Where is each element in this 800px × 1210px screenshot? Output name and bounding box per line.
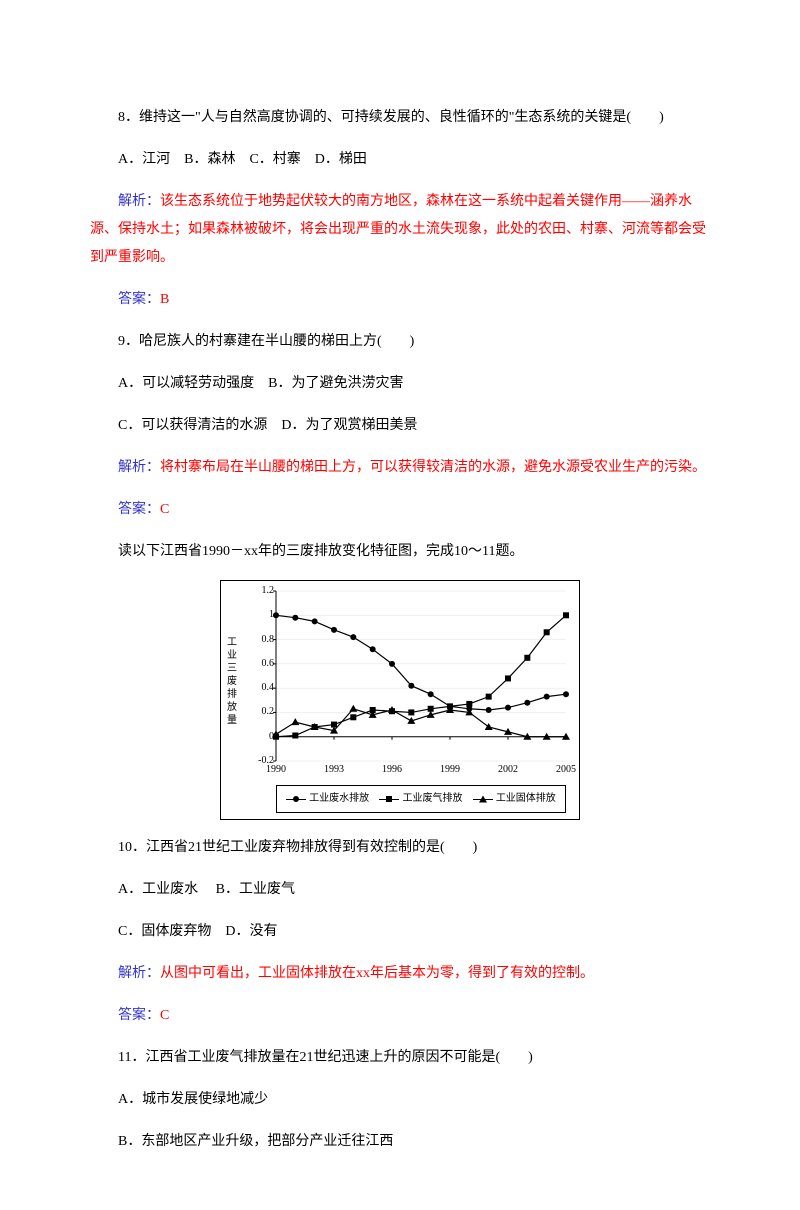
q10-analysis: 解析：从图中可看出，工业固体排放在xx年后基本为零，得到了有效的控制。 (90, 960, 710, 988)
q9-answer: 答案：C (90, 496, 710, 524)
q10-opt-cd: C．固体废弃物 D．没有 (90, 918, 710, 946)
x-tick-label: 1990 (266, 765, 286, 775)
q11-text: 11．江西省工业废气排放量在21世纪迅速上升的原因不可能是( ) (90, 1044, 710, 1072)
legend-item: 工业固体排放 (473, 789, 556, 809)
x-tick-label: 2005 (556, 765, 576, 775)
chart-container: 工业三废排放量 工业废水排放工业废气排放工业固体排放 -0.200.20.40.… (220, 580, 710, 820)
legend: 工业废水排放 工业废气排放 工业固体排放 (276, 785, 566, 813)
answer-label: 答案： (118, 502, 160, 517)
y-tick-label: 1 (249, 610, 274, 620)
q9-opt-ab: A．可以减轻劳动强度 B．为了避免洪涝灾害 (90, 370, 710, 398)
q10-answer-value: C (160, 1008, 169, 1023)
legend-label: 工业废气排放 (402, 789, 462, 809)
analysis-label: 解析： (118, 460, 160, 475)
q11-opt-a: A．城市发展使绿地减少 (90, 1086, 710, 1114)
q8-answer: 答案：B (90, 286, 710, 314)
intro-10-11: 读以下江西省1990－xx年的三废排放变化特征图，完成10～11题。 (90, 538, 710, 566)
x-tick-label: 1996 (382, 765, 402, 775)
document-page: 8．维持这一"人与自然高度协调的、可持续发展的、良性循环的"生态系统的关键是( … (0, 0, 800, 1210)
q10-opt-ab: A．工业废水 B．工业废气 (90, 876, 710, 904)
legend-label: 工业废水排放 (309, 789, 369, 809)
x-tick-label: 1999 (440, 765, 460, 775)
y-tick-label: 0.8 (249, 635, 274, 645)
q8-analysis: 解析：该生态系统位于地势起伏较大的南方地区，森林在这一系统中起着关键作用——涵养… (90, 188, 710, 272)
analysis-label: 解析： (118, 966, 160, 981)
y-axis-title: 工业三废排放量 (227, 636, 241, 727)
q9-analysis-text: 将村寨布局在半山腰的梯田上方，可以获得较清洁的水源，避免水源受农业生产的污染。 (160, 460, 706, 475)
emissions-chart: 工业三废排放量 工业废水排放工业废气排放工业固体排放 -0.200.20.40.… (220, 580, 580, 820)
q11-opt-b: B．东部地区产业升级，把部分产业迁往江西 (90, 1128, 710, 1156)
answer-label: 答案： (118, 1008, 160, 1023)
q9-opt-cd: C．可以获得清洁的水源 D．为了观赏梯田美景 (90, 412, 710, 440)
x-tick-label: 2002 (498, 765, 518, 775)
x-tick-label: 1993 (324, 765, 344, 775)
plot-svg (276, 591, 566, 761)
y-tick-label: 0.2 (249, 707, 274, 717)
y-tick-label: 1.2 (249, 586, 274, 596)
q8-answer-value: B (160, 292, 169, 307)
y-tick-label: 0.4 (249, 683, 274, 693)
q9-text: 9．哈尼族人的村寨建在半山腰的梯田上方( ) (90, 328, 710, 356)
analysis-label: 解析： (118, 194, 160, 209)
plot-area (276, 591, 566, 761)
answer-label: 答案： (118, 292, 160, 307)
y-tick-label: 0 (249, 732, 274, 742)
q10-analysis-text: 从图中可看出，工业固体排放在xx年后基本为零，得到了有效的控制。 (160, 966, 594, 981)
q9-analysis: 解析：将村寨布局在半山腰的梯田上方，可以获得较清洁的水源，避免水源受农业生产的污… (90, 454, 710, 482)
legend-label: 工业固体排放 (496, 789, 556, 809)
q10-text: 10．江西省21世纪工业废弃物排放得到有效控制的是( ) (90, 834, 710, 862)
q8-text: 8．维持这一"人与自然高度协调的、可持续发展的、良性循环的"生态系统的关键是( … (90, 104, 710, 132)
q8-options: A．江河 B．森林 C．村寨 D．梯田 (90, 146, 710, 174)
q10-answer: 答案：C (90, 1002, 710, 1030)
legend-item: 工业废气排放 (379, 789, 462, 809)
q8-analysis-text: 该生态系统位于地势起伏较大的南方地区，森林在这一系统中起着关键作用——涵养水源、… (90, 194, 706, 265)
y-tick-label: 0.6 (249, 659, 274, 669)
legend-item: 工业废水排放 (286, 789, 369, 809)
q9-answer-value: C (160, 502, 169, 517)
